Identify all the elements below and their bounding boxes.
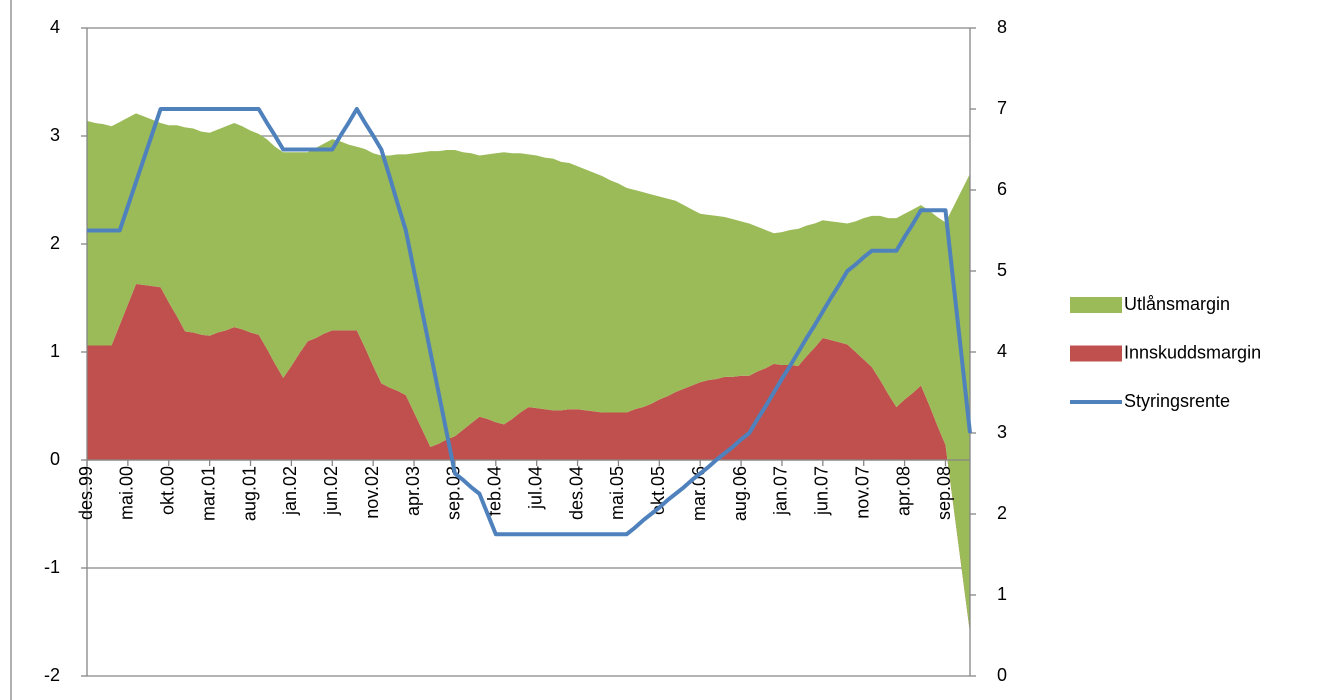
x-tick-label: apr.03 xyxy=(403,466,423,516)
legend-label: Innskuddsmargin xyxy=(1124,342,1261,362)
x-tick-label: apr.08 xyxy=(893,466,913,516)
x-tick-label: okt.00 xyxy=(158,466,178,515)
area xyxy=(87,113,970,633)
x-tick-label: des.04 xyxy=(566,466,586,520)
y-tick-label: 3 xyxy=(50,125,60,145)
line xyxy=(87,107,972,537)
y2-tick-label: 0 xyxy=(997,665,1007,685)
x-tick-label: jan.02 xyxy=(280,466,300,516)
x-tick-label: mar.01 xyxy=(198,466,218,521)
y-tick-label: -1 xyxy=(44,557,60,577)
y-tick-label: 2 xyxy=(50,233,60,253)
legend-swatch xyxy=(1070,297,1122,313)
x-tick-label: feb.04 xyxy=(485,466,505,516)
y-tick-label: 1 xyxy=(50,341,60,361)
y-tick-label: 0 xyxy=(50,449,60,469)
x-tick-label: sep.08 xyxy=(934,466,954,520)
x-tick-label: jan.07 xyxy=(771,466,791,516)
x-tick-label: aug.01 xyxy=(239,466,259,521)
x-tick-label: aug.06 xyxy=(730,466,750,521)
y-tick-label: -2 xyxy=(44,665,60,685)
y2-tick-label: 5 xyxy=(997,260,1007,280)
x-tick-label: mai.05 xyxy=(607,466,627,520)
y2-tick-label: 7 xyxy=(997,98,1007,118)
x-tick-label: nov.02 xyxy=(362,466,382,519)
legend-label: Utlånsmargin xyxy=(1124,294,1230,314)
x-tick-label: sep.03 xyxy=(444,466,464,520)
x-tick-label: mai.00 xyxy=(117,466,137,520)
x-tick-label: des.99 xyxy=(76,466,96,520)
y2-tick-label: 1 xyxy=(997,584,1007,604)
y-tick-label: 4 xyxy=(50,17,60,37)
x-tick-label: jun.02 xyxy=(321,466,341,516)
y2-tick-label: 2 xyxy=(997,503,1007,523)
y2-tick-label: 3 xyxy=(997,422,1007,442)
x-tick-label: jul.04 xyxy=(525,466,545,510)
y2-tick-label: 8 xyxy=(997,17,1007,37)
legend-swatch xyxy=(1070,345,1122,362)
x-tick-label: jun.07 xyxy=(812,466,832,516)
y2-tick-label: 6 xyxy=(997,179,1007,199)
x-tick-label: nov.07 xyxy=(852,466,872,519)
y2-tick-label: 4 xyxy=(997,341,1007,361)
area xyxy=(87,283,970,633)
legend-label: Styringsrente xyxy=(1124,391,1230,411)
